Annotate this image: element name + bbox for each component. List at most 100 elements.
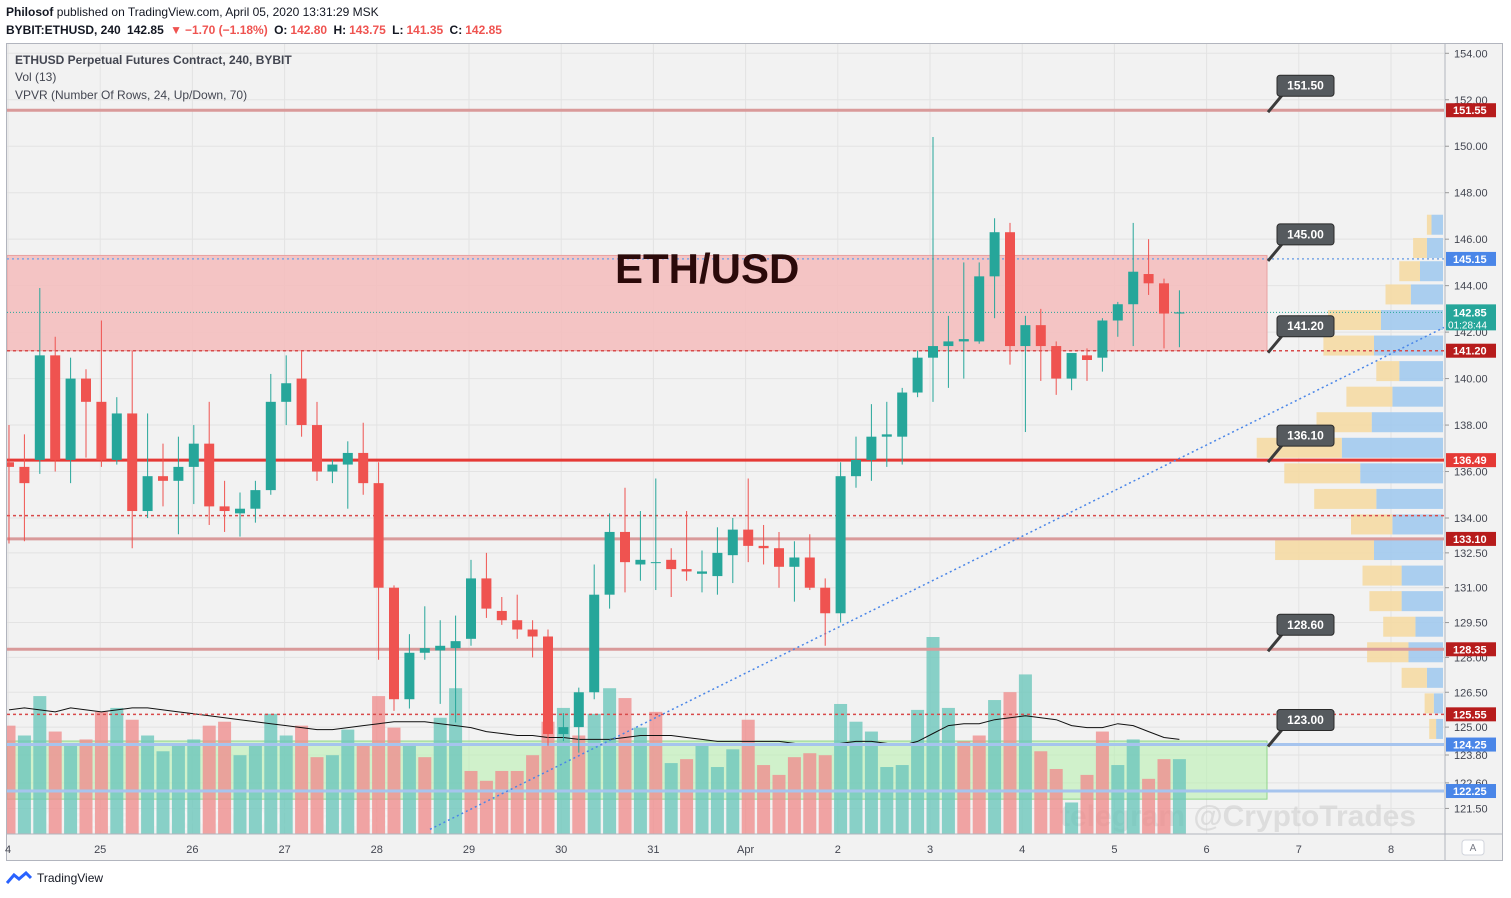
price-tick-label: 131.00	[1454, 583, 1488, 595]
volume-bar	[218, 721, 232, 834]
candle-body	[7, 462, 14, 467]
axis-level-text: 122.25	[1453, 786, 1487, 798]
candle-body	[96, 401, 107, 460]
volume-bar	[372, 696, 386, 834]
time-tick-label: 4	[5, 844, 11, 856]
candle-body	[1097, 320, 1108, 358]
candle-body	[635, 559, 646, 565]
time-tick-label: 8	[1388, 844, 1394, 856]
candle-body	[419, 648, 430, 653]
candle-body	[727, 529, 738, 556]
legend-volume[interactable]: Vol (13)	[15, 70, 57, 84]
volume-bar	[988, 700, 1002, 834]
vpvr-down-bar	[1401, 667, 1427, 688]
vpvr-up-bar	[1376, 488, 1443, 509]
candle-body	[19, 466, 30, 484]
candle-body	[866, 436, 877, 460]
footer-brand[interactable]: TradingView	[6, 871, 103, 885]
vpvr-down-bar	[1369, 591, 1402, 612]
price-tick-label: 121.50	[1454, 803, 1488, 815]
candle-body	[789, 557, 800, 567]
time-tick-label: Apr	[737, 844, 754, 856]
candle-body	[173, 466, 184, 481]
axis-level-text: 133.10	[1453, 534, 1487, 546]
axis-level-text: 125.55	[1453, 709, 1487, 721]
volume-ma-line	[8, 707, 1180, 746]
auto-scale-button	[1461, 839, 1485, 856]
callout-pointer	[1266, 241, 1285, 262]
volume-bar	[818, 755, 832, 834]
vpvr-down-bar	[1362, 565, 1402, 586]
price-tick-label: 138.00	[1454, 420, 1488, 432]
candle-body	[851, 459, 861, 477]
price-tick-label: 154.00	[1454, 48, 1488, 60]
legend-title[interactable]: ETHUSD Perpetual Futures Contract, 240, …	[15, 53, 292, 67]
volume-bar	[279, 735, 293, 834]
candle-body	[620, 531, 630, 563]
axis-level-badge	[1446, 707, 1496, 722]
volume-bar	[1034, 751, 1048, 834]
candle-body	[1005, 232, 1015, 347]
vpvr-up-bar	[1426, 667, 1443, 688]
time-tick-label: 3	[927, 844, 933, 856]
trendline-dotted	[429, 326, 1444, 831]
volume-bar	[171, 743, 185, 834]
time-tick-label: 28	[371, 844, 383, 856]
axis-level-badge	[1446, 251, 1496, 266]
vpvr-up-bar	[1436, 718, 1443, 739]
volume-bar	[526, 755, 540, 834]
axis-level-badge	[1446, 531, 1496, 546]
callout-pointer	[1266, 93, 1285, 114]
candle-body	[1035, 325, 1046, 347]
candle-body	[512, 620, 523, 630]
high-value: 143.75	[349, 23, 386, 37]
price-tick-label: 126.50	[1454, 687, 1488, 699]
axis-level-text: 145.15	[1453, 254, 1487, 266]
volume-bar	[556, 707, 570, 834]
legend-vpvr[interactable]: VPVR (Number Of Rows, 24, Up/Down, 70)	[15, 88, 248, 102]
open-value: 142.80	[290, 23, 328, 37]
author-name[interactable]: Philosof	[6, 5, 54, 19]
volume-bar	[341, 729, 355, 834]
vpvr-down-bar	[1426, 214, 1432, 235]
time-tick-label: 6	[1204, 844, 1210, 856]
candle-body	[774, 548, 784, 567]
vpvr-up-bar	[1431, 214, 1443, 235]
time-tick-label: 26	[186, 844, 198, 856]
volume-bar	[7, 725, 16, 834]
volume-bar	[402, 743, 416, 834]
time-tick-label: 31	[647, 844, 659, 856]
candle-body	[1020, 325, 1031, 347]
price-tick-label: 146.00	[1454, 234, 1488, 246]
callout-pointer	[1266, 632, 1285, 653]
volume-bar	[680, 759, 694, 834]
callout-pointer	[1266, 443, 1285, 464]
published-text: published on TradingView.com, April 05, …	[56, 5, 379, 19]
candle-body	[1128, 271, 1139, 305]
volume-bar	[941, 707, 955, 834]
candle-body	[127, 413, 138, 512]
callout-text: 141.20	[1287, 319, 1324, 333]
candle-body	[219, 506, 230, 512]
volume-bar	[418, 757, 432, 834]
axis-level-text: 128.35	[1453, 644, 1487, 656]
time-tick-label: 30	[555, 844, 567, 856]
candle-body	[928, 346, 938, 358]
volume-bar	[1111, 765, 1125, 834]
volume-bar	[464, 770, 478, 834]
publish-info: Philosof published on TradingView.com, A…	[6, 5, 379, 19]
candle-body	[573, 692, 584, 728]
callout-text: 128.60	[1287, 618, 1324, 632]
candle-body	[820, 587, 831, 614]
callout-box	[1276, 709, 1335, 732]
last-price: 142.85	[127, 23, 164, 37]
candle-body	[558, 727, 569, 735]
volume-bar	[957, 741, 971, 834]
time-tick-label: 5	[1111, 844, 1117, 856]
candle-body	[235, 508, 245, 514]
vpvr-down-bar	[1429, 718, 1437, 739]
vpvr-down-bar	[1351, 514, 1393, 535]
candle-body	[358, 452, 369, 484]
level-callout: 136.10	[1266, 424, 1335, 464]
